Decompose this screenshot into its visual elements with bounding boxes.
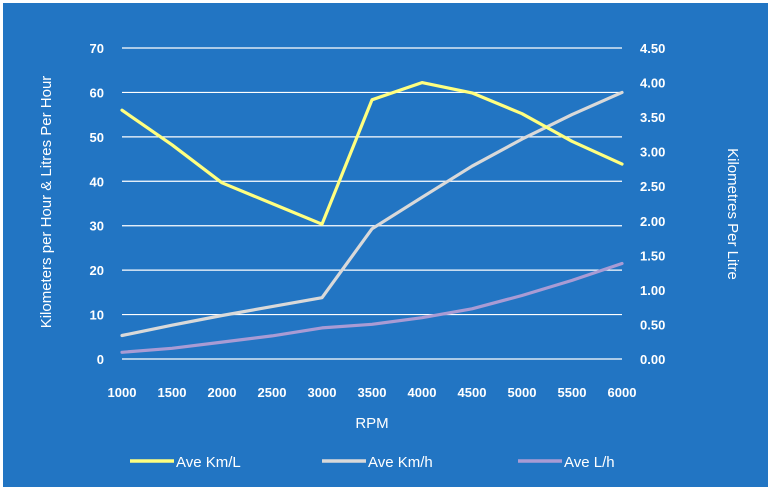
right-tick-label: 4.50 bbox=[640, 41, 665, 56]
x-tick-label: 5500 bbox=[558, 385, 587, 400]
legend: Ave Km/L Ave Km/h Ave L/h bbox=[130, 454, 615, 471]
x-tick-label: 5000 bbox=[508, 385, 537, 400]
series-lines bbox=[120, 80, 624, 354]
gridlines bbox=[122, 47, 622, 360]
left-tick-label: 60 bbox=[90, 85, 104, 100]
right-tick-label: 3.00 bbox=[640, 145, 665, 160]
x-tick-label: 1500 bbox=[158, 385, 187, 400]
x-tick-label: 3000 bbox=[308, 385, 337, 400]
chart-background bbox=[3, 3, 768, 487]
x-tick-label: 2000 bbox=[208, 385, 237, 400]
right-tick-label: 1.00 bbox=[640, 283, 665, 298]
left-tick-label: 20 bbox=[90, 263, 104, 278]
right-axis-title: Kilometres Per Litre bbox=[724, 148, 741, 280]
x-axis-title: RPM bbox=[355, 415, 388, 432]
x-tick-label: 2500 bbox=[258, 385, 287, 400]
left-axis-title: Kilometers per Hour & Litres Per Hour bbox=[38, 76, 55, 329]
left-tick-label: 50 bbox=[90, 130, 104, 145]
right-tick-label: 2.50 bbox=[640, 179, 665, 194]
left-axis-ticks: 0 10 20 30 40 50 60 70 bbox=[90, 41, 104, 367]
legend-label: Ave Km/h bbox=[368, 454, 433, 471]
series-line-ave-l-h bbox=[120, 261, 624, 354]
x-tick-label: 4500 bbox=[458, 385, 487, 400]
x-tick-label: 6000 bbox=[608, 385, 637, 400]
left-tick-label: 30 bbox=[90, 219, 104, 234]
series-line-ave-km-l bbox=[120, 80, 624, 226]
x-tick-label: 3500 bbox=[358, 385, 387, 400]
right-tick-label: 2.00 bbox=[640, 214, 665, 229]
right-tick-label: 3.50 bbox=[640, 110, 665, 125]
x-tick-label: 4000 bbox=[408, 385, 437, 400]
series-line-ave-km-h bbox=[120, 90, 624, 338]
right-tick-label: 0.00 bbox=[640, 352, 665, 367]
left-tick-label: 70 bbox=[90, 41, 104, 56]
left-tick-label: 40 bbox=[90, 174, 104, 189]
legend-label: Ave Km/L bbox=[176, 454, 241, 471]
x-tick-label: 1000 bbox=[108, 385, 137, 400]
left-tick-label: 0 bbox=[97, 352, 104, 367]
right-tick-label: 0.50 bbox=[640, 317, 665, 332]
legend-label: Ave L/h bbox=[564, 454, 615, 471]
x-axis-ticks: 1000 1500 2000 2500 3000 3500 4000 4500 5000 5500… bbox=[108, 385, 637, 400]
right-tick-label: 1.50 bbox=[640, 248, 665, 263]
right-axis-ticks: 0.00 0.50 1.00 1.50 2.00 2.50 3.00 3.50 4.00 4.50 bbox=[640, 41, 665, 367]
right-tick-label: 4.00 bbox=[640, 76, 665, 91]
left-tick-label: 10 bbox=[90, 308, 104, 323]
